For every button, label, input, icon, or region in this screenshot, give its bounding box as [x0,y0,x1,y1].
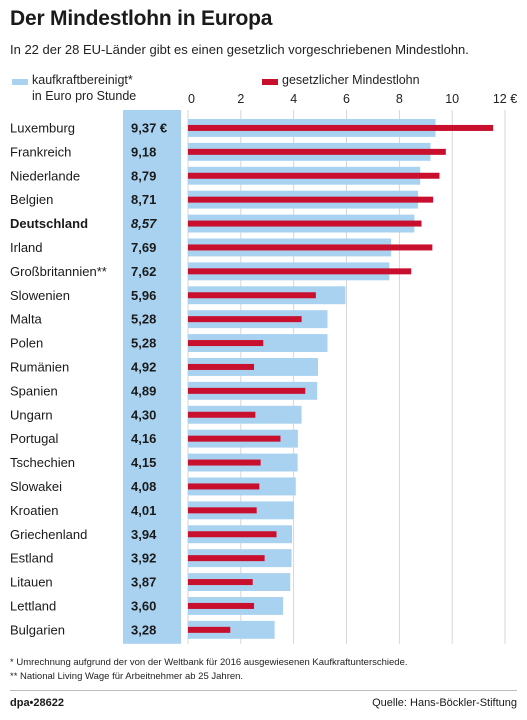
bar-mindestlohn [188,579,253,586]
bar-mindestlohn [188,483,260,490]
bar-mindestlohn [188,268,412,275]
value-label: 4,16 [131,431,156,446]
value-column-band [123,110,181,644]
bar-mindestlohn [188,316,302,323]
value-label: 5,28 [131,336,156,351]
value-label: 3,28 [131,622,156,637]
country-label: Portugal [10,431,59,446]
brand-label: dpa•28622 [10,697,64,709]
country-label: Luxemburg [10,120,75,135]
value-label: 3,92 [131,551,156,566]
value-label: 5,28 [131,312,156,327]
bar-mindestlohn [188,196,434,203]
value-label: 5,96 [131,288,156,303]
value-label: 7,69 [131,240,156,255]
x-tick-label: 2 [237,92,244,106]
value-label: 9,37 € [131,120,167,135]
value-label: 8,57 [131,216,157,231]
value-label: 8,71 [131,192,156,207]
country-label: Litauen [10,575,53,590]
x-tick-label: 4 [290,92,297,106]
country-label: Lettland [10,598,56,613]
legend-label-red: gesetzlicher Mindestlohn [282,73,420,87]
bar-mindestlohn [188,626,231,633]
bar-mindestlohn [188,244,433,251]
bar-mindestlohn [188,459,261,466]
bar-mindestlohn [188,531,277,538]
country-label: Deutschland [10,216,88,231]
value-label: 3,94 [131,527,157,542]
value-label: 9,18 [131,144,156,159]
country-label: Tschechien [10,455,75,470]
value-label: 3,87 [131,575,156,590]
country-label: Estland [10,551,53,566]
footnote-1: * Umrechnung aufgrund der von der Weltba… [10,657,408,668]
bar-mindestlohn [188,387,306,394]
country-label: Rumänien [10,359,69,374]
legend-blue-line-2: in Euro pro Stunde [32,89,137,103]
legend-blue-line-1: kaufkraftbereinigt* [32,73,133,87]
value-label: 3,60 [131,598,156,613]
value-label: 4,89 [131,383,156,398]
country-label: Malta [10,312,43,327]
country-label: Frankreich [10,144,71,159]
source-label: Quelle: Hans-Böckler-Stiftung [372,697,517,709]
value-label: 4,01 [131,503,156,518]
country-label: Spanien [10,383,58,398]
x-tick-label: 6 [343,92,350,106]
value-label: 4,08 [131,479,156,494]
x-tick-label: 8 [396,92,403,106]
country-label: Polen [10,336,43,351]
value-label: 8,79 [131,168,156,183]
bar-mindestlohn [188,220,422,227]
bar-mindestlohn [188,124,494,131]
bar-mindestlohn [188,507,257,514]
country-label: Kroatien [10,503,58,518]
bar-mindestlohn [188,602,255,609]
country-label: Großbritannien** [10,264,107,279]
country-label: Slowakei [10,479,62,494]
bar-mindestlohn [188,340,264,347]
value-label: 4,30 [131,407,156,422]
bar-mindestlohn [188,172,440,179]
country-label: Slowenien [10,288,70,303]
bar-mindestlohn [188,148,446,155]
country-label: Bulgarien [10,622,65,637]
chart-title: Der Mindestlohn in Europa [10,7,273,30]
x-tick-label: 10 [445,92,459,106]
country-label: Ungarn [10,407,53,422]
bar-mindestlohn [188,363,255,370]
bar-mindestlohn [188,555,265,562]
value-label: 7,62 [131,264,156,279]
bar-mindestlohn [188,411,256,418]
chart-subtitle: In 22 der 28 EU-Länder gibt es einen ges… [10,42,469,57]
value-label: 4,92 [131,359,156,374]
country-label: Griechenland [10,527,87,542]
x-tick-label: 0 [188,92,195,106]
legend-swatch-blue [12,79,28,85]
footer-separator [10,690,517,691]
legend-swatch-red [262,79,278,85]
x-tick-label: 12 € [493,92,517,106]
footnote-2: ** National Living Wage für Arbeitnehmer… [10,671,244,682]
bar-mindestlohn [188,435,281,442]
country-label: Belgien [10,192,53,207]
legend-label-blue: kaufkraftbereinigt* in Euro pro Stunde [32,72,136,104]
bar-kaufkraft [188,620,275,639]
bar-mindestlohn [188,292,316,299]
value-label: 4,15 [131,455,156,470]
country-label: Niederlande [10,168,80,183]
country-label: Irland [10,240,43,255]
